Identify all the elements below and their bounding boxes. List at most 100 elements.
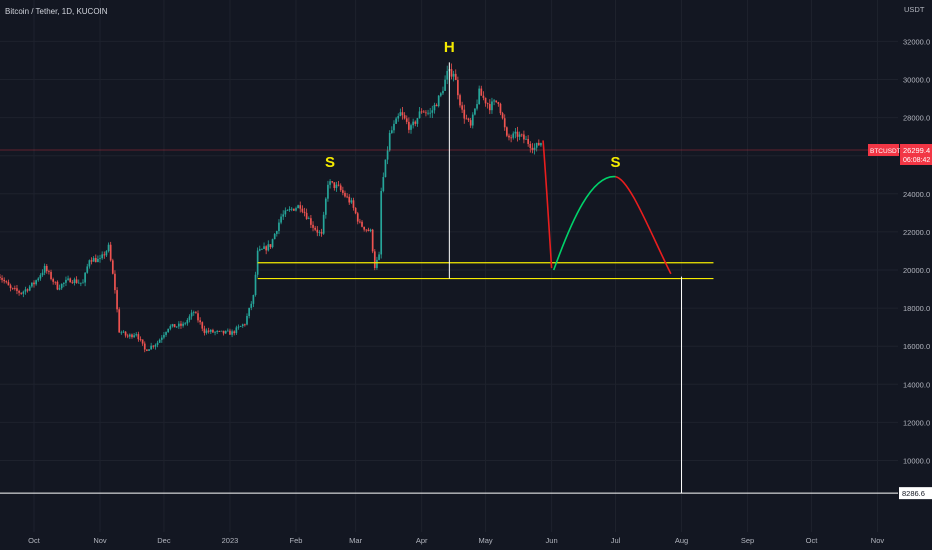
candle-body[interactable] (252, 295, 255, 304)
candle-body[interactable] (320, 232, 323, 234)
candle-body[interactable] (35, 280, 37, 285)
candle-body[interactable] (469, 120, 472, 126)
candle-body[interactable] (295, 208, 297, 211)
candle-body[interactable] (474, 108, 476, 115)
candle-body[interactable] (26, 289, 29, 291)
candle-body[interactable] (510, 137, 512, 139)
candle-body[interactable] (373, 251, 376, 268)
candle-body[interactable] (429, 112, 432, 114)
candle-body[interactable] (137, 334, 140, 340)
candle-body[interactable] (531, 147, 534, 150)
candle-body[interactable] (97, 258, 99, 263)
candle-body[interactable] (540, 143, 542, 146)
candle-body[interactable] (192, 312, 195, 314)
projection-curve[interactable] (542, 140, 553, 269)
candle-body[interactable] (141, 339, 144, 344)
candle-body[interactable] (437, 95, 440, 107)
candle-body[interactable] (107, 244, 110, 252)
candle-body[interactable] (80, 282, 82, 284)
candle-body[interactable] (75, 279, 78, 283)
projection-curve[interactable] (615, 175, 672, 275)
candle-body[interactable] (158, 339, 161, 343)
candle-body[interactable] (48, 271, 50, 272)
candle-body[interactable] (482, 95, 485, 98)
candle-body[interactable] (94, 258, 97, 263)
candle-body[interactable] (478, 88, 481, 105)
candle-body[interactable] (395, 118, 397, 124)
candle-body[interactable] (173, 324, 176, 328)
candle-body[interactable] (205, 330, 208, 333)
candle-body[interactable] (197, 313, 199, 321)
candle-body[interactable] (16, 288, 18, 291)
candle-body[interactable] (401, 112, 404, 116)
candle-body[interactable] (77, 282, 80, 284)
candle-body[interactable] (167, 328, 170, 333)
candle-body[interactable] (376, 259, 378, 268)
candle-body[interactable] (216, 331, 219, 332)
candle-body[interactable] (416, 118, 419, 124)
candle-body[interactable] (444, 79, 446, 91)
candle-body[interactable] (286, 210, 289, 211)
candle-body[interactable] (497, 102, 500, 104)
candle-body[interactable] (284, 210, 287, 215)
candle-body[interactable] (305, 212, 308, 219)
candle-body[interactable] (124, 331, 127, 336)
candle-body[interactable] (316, 229, 319, 233)
candle-body[interactable] (163, 334, 165, 338)
candle-body[interactable] (103, 254, 106, 256)
candle-body[interactable] (512, 133, 515, 138)
candle-body[interactable] (446, 70, 449, 80)
candle-body[interactable] (354, 207, 357, 214)
candle-body[interactable] (45, 265, 48, 272)
candle-body[interactable] (346, 196, 348, 198)
candle-body[interactable] (82, 282, 84, 284)
candle-body[interactable] (527, 138, 530, 144)
candle-body[interactable] (135, 334, 138, 336)
candle-body[interactable] (248, 307, 250, 317)
candle-body[interactable] (3, 279, 6, 282)
candle-body[interactable] (324, 198, 327, 215)
candle-body[interactable] (267, 244, 270, 251)
candle-body[interactable] (310, 218, 312, 225)
candle-body[interactable] (476, 104, 478, 109)
candle-body[interactable] (356, 213, 359, 222)
candle-body[interactable] (92, 258, 95, 262)
candle-body[interactable] (322, 214, 325, 234)
candle-body[interactable] (165, 332, 167, 335)
candle-body[interactable] (50, 271, 52, 280)
candle-body[interactable] (71, 282, 74, 284)
candle-body[interactable] (43, 265, 46, 273)
candle-body[interactable] (488, 104, 491, 111)
candle-body[interactable] (380, 191, 383, 255)
candle-body[interactable] (169, 326, 172, 329)
candle-body[interactable] (431, 110, 434, 113)
candle-body[interactable] (344, 192, 346, 197)
candle-body[interactable] (342, 190, 344, 193)
candle-body[interactable] (220, 330, 223, 332)
candle-body[interactable] (386, 150, 389, 160)
candle-body[interactable] (101, 254, 104, 259)
candle-body[interactable] (182, 323, 184, 326)
candle-body[interactable] (207, 330, 210, 332)
candle-body[interactable] (160, 337, 163, 340)
candle-body[interactable] (195, 312, 197, 314)
candle-body[interactable] (393, 123, 395, 131)
candle-body[interactable] (258, 249, 261, 251)
candle-body[interactable] (339, 185, 342, 191)
candle-body[interactable] (120, 332, 123, 334)
candle-body[interactable] (422, 111, 425, 113)
candle-body[interactable] (133, 335, 135, 338)
candle-body[interactable] (293, 208, 295, 211)
candle-body[interactable] (11, 288, 14, 289)
candle-body[interactable] (499, 103, 502, 114)
candle-body[interactable] (186, 319, 189, 324)
candle-body[interactable] (88, 260, 91, 267)
candle-body[interactable] (235, 327, 238, 334)
candle-body[interactable] (303, 211, 306, 213)
candle-body[interactable] (525, 138, 527, 140)
candle-body[interactable] (412, 121, 414, 126)
candle-body[interactable] (329, 181, 331, 185)
candle-body[interactable] (156, 342, 159, 345)
candle-body[interactable] (190, 312, 193, 317)
candle-body[interactable] (13, 288, 16, 289)
